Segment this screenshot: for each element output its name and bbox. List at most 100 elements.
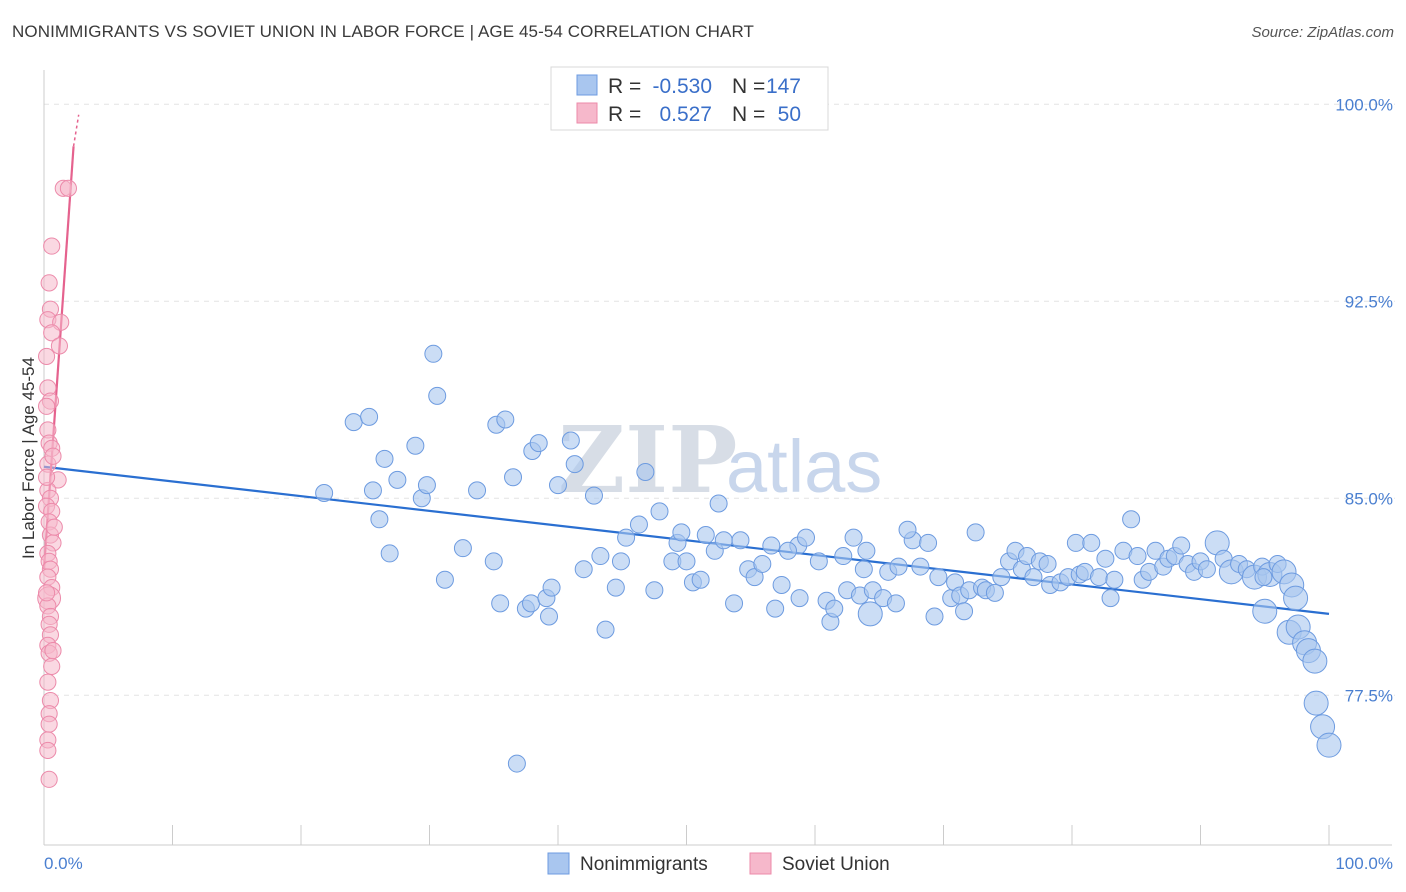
nonimmigrants-point: [375, 449, 394, 468]
nonimmigrants-point: [504, 468, 523, 487]
nonimmigrants-point: [522, 594, 541, 613]
soviet-union-point: [40, 715, 58, 733]
soviet-union-point: [43, 657, 61, 675]
nonimmigrants-point: [424, 344, 443, 363]
nonimmigrants-point: [388, 470, 407, 489]
legend-r-label-1: R =: [608, 75, 641, 98]
nonimmigrants-point: [1302, 648, 1328, 674]
soviet-union-point: [50, 337, 68, 355]
legend-swatch-nonimmigrants: [576, 74, 598, 96]
nonimmigrants-point: [886, 594, 905, 613]
nonimmigrants-point: [929, 568, 948, 587]
nonimmigrants-point: [911, 557, 930, 576]
y-axis-title: In Labor Force | Age 45-54: [19, 357, 38, 559]
legend-r-value-1: -0.530: [652, 75, 712, 98]
nonimmigrants-point: [574, 560, 593, 579]
soviet-union-point: [39, 673, 57, 691]
chart-title: NONIMMIGRANTS VS SOVIET UNION IN LABOR F…: [12, 22, 755, 41]
nonimmigrants-point: [1101, 589, 1120, 608]
nonimmigrants-point: [955, 602, 974, 621]
series-nonimmigrants: [315, 344, 1342, 773]
nonimmigrants-point: [834, 547, 853, 566]
nonimmigrants-point: [617, 528, 636, 547]
nonimmigrants-point: [1096, 549, 1115, 568]
soviet-union-point: [37, 347, 56, 366]
source-label: Source: ZipAtlas.com: [1251, 24, 1394, 41]
nonimmigrants-point: [889, 557, 908, 576]
nonimmigrants-point: [529, 434, 548, 453]
nonimmigrants-point: [844, 528, 863, 547]
legend-n-label-2: N =: [732, 103, 765, 126]
bottom-legend-label-soviet-union: Soviet Union: [782, 854, 890, 875]
nonimmigrants-point: [584, 486, 603, 505]
bottom-legend-swatch-nonimmigrants: [547, 852, 570, 875]
nonimmigrants-point: [549, 476, 567, 495]
nonimmigrants-point: [672, 523, 691, 542]
legend-r-label-2: R =: [608, 103, 641, 126]
soviet-union-point: [37, 397, 56, 415]
nonimmigrants-point: [629, 515, 648, 534]
nonimmigrants-point: [417, 476, 436, 495]
nonimmigrants-point: [435, 570, 454, 589]
nonimmigrants-point: [561, 431, 580, 450]
nonimmigrants-point: [1316, 732, 1342, 758]
nonimmigrants-point: [540, 607, 559, 626]
series-legend: Nonimmigrants Soviet Union: [547, 852, 890, 875]
nonimmigrants-point: [507, 754, 526, 773]
nonimmigrants-point: [1252, 598, 1278, 624]
nonimmigrants-point: [344, 413, 363, 432]
nonimmigrants-point: [611, 552, 630, 571]
nonimmigrants-point: [650, 502, 669, 521]
bottom-legend-swatch-soviet-union: [749, 852, 772, 875]
nonimmigrants-point: [360, 407, 379, 426]
y-tick-label-2: 92.5%: [1345, 292, 1393, 311]
nonimmigrants-point: [1089, 568, 1108, 587]
x-tick-label-1: 100.0%: [1335, 854, 1393, 873]
nonimmigrants-point: [1303, 690, 1329, 716]
y-tick-label-3: 100.0%: [1335, 95, 1393, 114]
nonimmigrants-point: [797, 528, 816, 547]
legend-n-value-2: 50: [778, 103, 801, 126]
nonimmigrants-point: [491, 594, 510, 613]
nonimmigrants-point: [1172, 536, 1191, 555]
soviet-union-point: [43, 324, 61, 342]
nonimmigrants-point: [731, 531, 750, 550]
nonimmigrants-point: [779, 541, 798, 560]
nonimmigrants-point: [966, 523, 985, 542]
watermark-atlas: atlas: [726, 425, 882, 508]
nonimmigrants-point: [484, 552, 503, 571]
soviet-union-point: [44, 642, 62, 660]
nonimmigrants-point: [709, 494, 728, 513]
tick-labels: 77.5% 85.0% 92.5% 100.0% 0.0% 100.0%: [44, 95, 1393, 873]
nonimmigrants-point: [857, 601, 883, 627]
nonimmigrants-point: [714, 531, 733, 550]
nonimmigrants-point: [1082, 533, 1101, 552]
nonimmigrants-point: [1122, 510, 1141, 529]
nonimmigrants-point: [898, 520, 917, 539]
nonimmigrants-point: [1038, 554, 1057, 573]
nonimmigrants-point: [677, 552, 696, 571]
y-tick-label-1: 85.0%: [1345, 489, 1393, 508]
nonimmigrants-point: [753, 554, 772, 573]
nonimmigrants-point: [825, 599, 844, 618]
nonimmigrants-point: [496, 410, 515, 429]
nonimmigrants-point: [790, 589, 809, 608]
nonimmigrants-point: [992, 568, 1011, 587]
nonimmigrants-point: [809, 552, 828, 571]
nonimmigrants-point: [1197, 560, 1216, 579]
nonimmigrants-point: [363, 481, 382, 500]
soviet-union-point: [40, 770, 58, 788]
nonimmigrants-point: [854, 560, 873, 579]
nonimmigrants-point: [468, 481, 487, 500]
soviet-union-point: [45, 518, 63, 536]
nonimmigrants-point: [691, 570, 710, 589]
bottom-legend-label-nonimmigrants: Nonimmigrants: [580, 854, 708, 875]
nonimmigrants-point: [1128, 547, 1147, 566]
nonimmigrants-point: [919, 533, 938, 552]
soviet-union-point: [37, 468, 56, 486]
nonimmigrants-point: [772, 575, 791, 594]
trend-line-nonimmigrants: [43, 465, 1330, 615]
soviet-union-point: [40, 274, 58, 292]
nonimmigrants-point: [725, 594, 744, 613]
